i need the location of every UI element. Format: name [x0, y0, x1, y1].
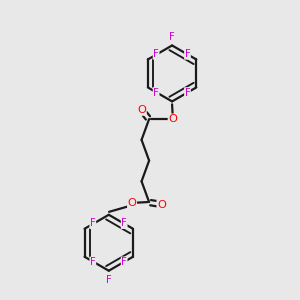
Text: F: F: [121, 218, 127, 229]
Text: F: F: [169, 32, 175, 42]
Text: O: O: [128, 198, 136, 208]
Text: O: O: [157, 200, 166, 210]
Text: F: F: [153, 88, 159, 98]
Text: F: F: [90, 257, 96, 267]
Text: F: F: [184, 49, 190, 59]
Text: O: O: [168, 114, 177, 124]
Text: F: F: [121, 257, 127, 267]
Text: F: F: [184, 88, 190, 98]
Text: F: F: [153, 49, 159, 59]
Text: O: O: [137, 105, 146, 115]
Text: F: F: [90, 218, 96, 229]
Text: F: F: [106, 274, 112, 285]
